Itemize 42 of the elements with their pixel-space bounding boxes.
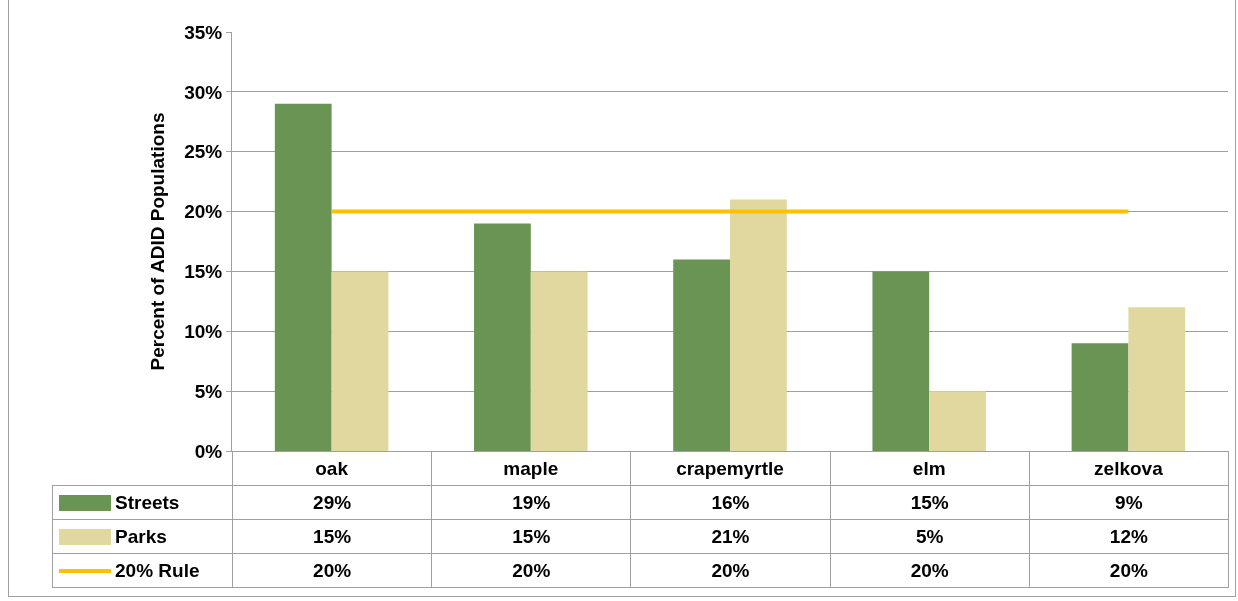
data-label: 20%	[1029, 553, 1229, 588]
y-tick-label: 30%	[184, 81, 223, 103]
bar	[929, 391, 986, 451]
x-tick-label: maple	[503, 457, 559, 479]
x-tick-label: crapemyrtle	[676, 457, 784, 479]
data-label: 9%	[1029, 485, 1229, 520]
data-label: 20%	[232, 553, 432, 588]
data-label: 20%	[630, 553, 831, 588]
bar	[872, 271, 930, 451]
bar	[331, 271, 389, 451]
legend-label: Streets	[115, 491, 180, 513]
data-label: 19%	[431, 485, 631, 520]
x-tick-label: zelkova	[1094, 457, 1164, 479]
legend-label: 20% Rule	[115, 559, 200, 581]
bar	[474, 223, 531, 451]
data-label: 15%	[830, 485, 1030, 520]
data-label: 29%	[232, 485, 432, 520]
y-tick-label: 35%	[184, 21, 223, 43]
data-label: 20%	[431, 553, 631, 588]
y-tick-label: 5%	[194, 380, 223, 402]
data-label: 21%	[630, 519, 831, 554]
bar	[1071, 343, 1129, 451]
x-tick-label: elm	[912, 457, 946, 479]
bar	[673, 259, 730, 451]
bar	[730, 199, 787, 451]
y-tick-label: 0%	[194, 440, 223, 462]
x-tick-label: oak	[315, 457, 349, 479]
legend-label: Parks	[115, 525, 167, 547]
data-label: 15%	[232, 519, 432, 554]
data-label: 20%	[830, 553, 1030, 588]
data-label: 5%	[830, 519, 1030, 554]
data-label: 12%	[1029, 519, 1229, 554]
y-axis-title: Percent of ADID Populations	[147, 112, 169, 371]
data-label: 16%	[630, 485, 831, 520]
bar	[530, 271, 588, 451]
y-tick-label: 25%	[184, 141, 223, 163]
bar	[1128, 307, 1186, 451]
y-tick-label: 20%	[184, 201, 223, 223]
y-tick-label: 10%	[184, 320, 223, 342]
y-tick-label: 15%	[184, 261, 223, 283]
data-label: 15%	[431, 519, 631, 554]
bar	[274, 103, 332, 451]
